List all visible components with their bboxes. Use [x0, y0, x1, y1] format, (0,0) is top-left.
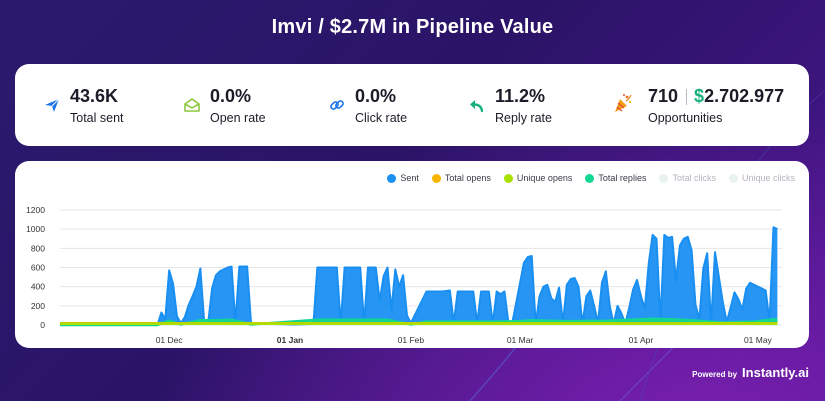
legend-label: Sent: [400, 173, 419, 183]
activity-chart: 1200 1000 800 600 400 200 0 01 Dec 01 Jan 01 Feb 0…: [26, 205, 782, 345]
opportunities-dollar-sign: $: [694, 86, 705, 106]
stat-label: Open rate: [210, 111, 266, 125]
opportunities-separator: [686, 88, 688, 105]
legend-swatch: [387, 173, 397, 183]
party-popper-icon: [615, 94, 632, 112]
opportunities-value: 710 $ 2.702.977: [648, 86, 784, 107]
stat-value: 0.0%: [355, 86, 397, 106]
legend-label: Unique opens: [516, 173, 573, 183]
legend-item-unique-clicks[interactable]: Unique clicks: [728, 173, 795, 183]
stat-value: 0.0%: [210, 86, 252, 106]
y-tick-label: 200: [31, 301, 45, 311]
stat-label: Reply rate: [495, 111, 552, 125]
y-tick-label: 1000: [26, 224, 45, 234]
powered-by-label: Powered by: [692, 370, 738, 379]
link-icon: [330, 100, 344, 110]
opportunities-count: 710: [648, 86, 679, 106]
chart-card: 1200 1000 800 600 400 200 0 01 Dec 01 Jan 01 Feb 0…: [15, 161, 809, 348]
x-tick-label: 01 Apr: [629, 335, 654, 345]
y-tick-label: 600: [31, 263, 45, 273]
stat-value: 43.6K: [70, 86, 119, 106]
legend-label: Total replies: [598, 173, 647, 183]
paper-plane-icon: [45, 98, 60, 112]
powered-by[interactable]: Powered by Instantly.ai: [692, 365, 809, 380]
stat-label: Total sent: [70, 111, 124, 125]
legend-swatch: [728, 173, 738, 183]
stat-value: 11.2%: [495, 86, 546, 106]
y-tick-label: 800: [31, 243, 45, 253]
x-tick-label: 01 Jan: [277, 335, 303, 345]
stats-card: 43.6K Total sent 0.0% Open rate 0.0% Cli…: [15, 64, 809, 146]
series-line-sent: [60, 226, 778, 326]
stat-label: Click rate: [355, 111, 408, 125]
legend-item-sent[interactable]: Sent: [387, 173, 419, 183]
envelope-open-icon: [184, 98, 200, 112]
y-tick-label: 1200: [26, 205, 45, 215]
legend-label: Total clicks: [672, 173, 716, 183]
reply-arrow-icon: [470, 100, 484, 113]
page-title: Imvi / $2.7M in Pipeline Value: [271, 16, 554, 38]
x-tick-label: 01 Mar: [507, 335, 534, 345]
series-area-sent[interactable]: [60, 227, 778, 325]
legend-label: Unique clicks: [741, 173, 795, 183]
legend-label: Total opens: [444, 173, 491, 183]
legend-swatch: [585, 173, 595, 183]
legend-swatch: [503, 173, 513, 183]
stat-label: Opportunities: [648, 111, 723, 125]
x-tick-label: 01 Dec: [156, 335, 184, 345]
legend-item-total-opens[interactable]: Total opens: [431, 173, 491, 183]
y-tick-label: 0: [40, 320, 45, 330]
legend-item-total-replies[interactable]: Total replies: [585, 173, 646, 183]
opportunities-amount: 2.702.977: [704, 86, 785, 106]
chart-legend: Sent Total opens Unique opens Total repl…: [387, 173, 795, 183]
x-tick-label: 01 May: [744, 335, 773, 345]
legend-swatch: [431, 173, 441, 183]
legend-item-unique-opens[interactable]: Unique opens: [503, 173, 573, 183]
legend-swatch: [659, 173, 669, 183]
x-tick-label: 01 Feb: [398, 335, 425, 345]
brand-logo: Instantly.ai: [742, 365, 809, 380]
y-tick-label: 400: [31, 282, 45, 292]
legend-item-total-clicks[interactable]: Total clicks: [659, 173, 716, 183]
